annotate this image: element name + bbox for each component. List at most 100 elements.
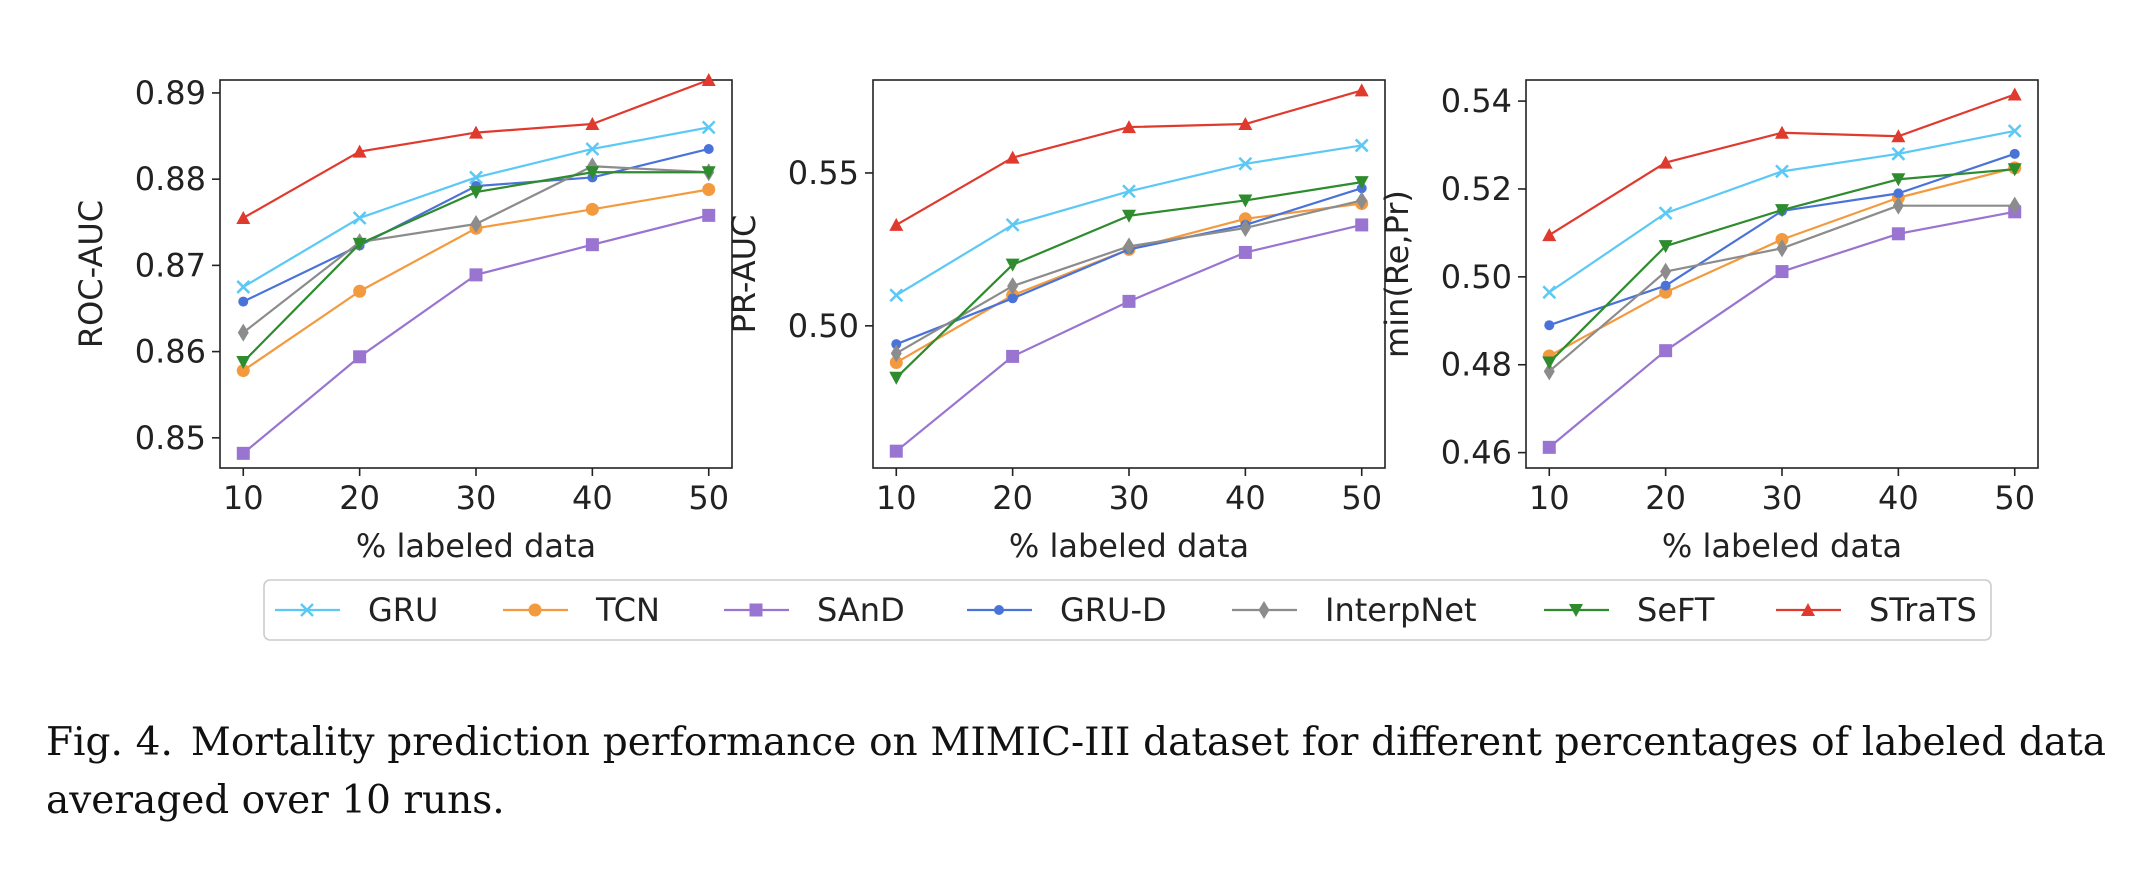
roc-auc-sand-point: [702, 208, 716, 222]
roc-auc-x-axis-label: % labeled data: [356, 527, 596, 565]
min-re-pr-x-axis-label: % labeled data: [1662, 527, 1902, 565]
legend-tcn-label: TCN: [595, 591, 660, 629]
roc-auc-sand-point: [469, 268, 483, 282]
pr-auc-y-tick-label: 0.55: [788, 154, 859, 192]
roc-auc-gru-point: [352, 211, 367, 225]
pr-auc-x-tick-label: 50: [1341, 479, 1382, 517]
pr-auc-series-tcn: [889, 197, 1369, 370]
min-re-pr-gru-d-point: [2009, 148, 2020, 159]
legend-entry-seft: SeFT: [1544, 591, 1715, 629]
roc-auc-series-strats: [236, 73, 716, 224]
roc-auc-gru-point: [585, 142, 600, 156]
roc-auc-tcn-point: [702, 183, 716, 197]
min-re-pr-gru-point: [1658, 206, 1673, 221]
pr-auc-strats-point: [889, 217, 904, 231]
roc-auc-strats-point: [469, 125, 483, 139]
pr-auc-x-tick-label: 30: [1109, 479, 1150, 517]
pr-auc-strats-line: [895, 89, 1363, 226]
pr-auc-interpnet-point: [890, 344, 902, 363]
min-re-pr-interpnet-point: [1892, 196, 1904, 215]
min-re-pr-y-tick-label: 0.46: [1441, 434, 1512, 472]
min-re-pr-tcn-line: [1548, 166, 2016, 357]
min-re-pr-series-interpnet: [1543, 196, 2021, 381]
min-re-pr-strats-point: [1658, 155, 1673, 169]
legend-strats-label: STraTS: [1869, 591, 1977, 629]
pr-auc-tcn-line: [895, 202, 1362, 364]
pr-auc-sand-point: [1006, 349, 1020, 363]
pr-auc-sand-point: [1355, 218, 1369, 232]
roc-auc-tcn-point: [353, 284, 367, 298]
min-re-pr-y-tick-label: 0.48: [1441, 346, 1512, 384]
legend-sand-label: SAnD: [817, 591, 905, 629]
min-re-pr-sand-point: [1775, 265, 1789, 279]
roc-auc-series-sand: [236, 208, 716, 460]
roc-auc-sand-line: [242, 214, 709, 455]
roc-auc-x-tick-label: 10: [223, 479, 264, 517]
pr-auc-interpnet-point: [1356, 191, 1368, 210]
pr-auc-seft-point: [889, 371, 904, 385]
pr-auc-seft-point: [1354, 176, 1369, 190]
pr-auc-sand-point: [889, 444, 903, 458]
min-re-pr-sand-point: [1542, 440, 1556, 454]
roc-auc-strats-point: [352, 144, 367, 158]
caption-number: Fig. 4.: [46, 720, 173, 765]
pr-auc-interpnet-line: [895, 199, 1362, 355]
legend-entry-gru-d: GRU-D: [967, 591, 1167, 629]
roc-auc-gru-point: [701, 120, 716, 135]
legend-strats-marker: [1801, 603, 1815, 616]
roc-auc-gru-point: [469, 170, 483, 185]
roc-auc-sand-point: [585, 238, 599, 252]
min-re-pr-x-tick-label: 10: [1529, 479, 1570, 517]
min-re-pr-y-tick-label: 0.50: [1441, 258, 1512, 296]
min-re-pr-strats-point: [2007, 87, 2022, 101]
pr-auc-seft-point: [1122, 209, 1136, 223]
pr-auc-gru-point: [1354, 138, 1369, 153]
pr-auc-x-tick-label: 40: [1225, 479, 1266, 517]
pr-auc-strats-point: [1354, 83, 1369, 97]
min-re-pr-sand-point: [1659, 344, 1673, 358]
min-re-pr-series-tcn: [1542, 161, 2022, 363]
min-re-pr-interpnet-line: [1548, 204, 2015, 373]
roc-auc-tcn-point: [236, 364, 250, 378]
min-re-pr-gru-point: [1775, 164, 1789, 179]
legend-seft-label: SeFT: [1637, 591, 1715, 629]
min-re-pr-series-gru: [1542, 124, 2022, 300]
roc-auc-x-tick-label: 40: [572, 479, 613, 517]
pr-auc-x-tick-label: 20: [992, 479, 1033, 517]
pr-auc-gru-point: [889, 288, 904, 303]
pr-auc-interpnet-point: [1123, 237, 1135, 256]
pr-auc-y-tick-label: 0.50: [788, 307, 859, 345]
roc-auc-strats-point: [701, 73, 716, 86]
figure-caption: Fig. 4. Mortality prediction performance …: [46, 714, 2106, 830]
legend-interpnet-marker: [1258, 601, 1270, 619]
pr-auc-strats-point: [1005, 150, 1020, 164]
roc-auc-y-tick-label: 0.88: [135, 160, 206, 198]
legend-entry-tcn: TCN: [503, 591, 660, 629]
min-re-pr-series-seft: [1542, 163, 2022, 370]
pr-auc-y-axis-label: PR-AUC: [725, 215, 763, 334]
roc-auc-gru-d-point: [703, 143, 714, 154]
pr-auc-seft-point: [1005, 258, 1020, 272]
min-re-pr-series-strats: [1542, 87, 2022, 242]
pr-auc-gru-point: [1238, 156, 1253, 171]
roc-auc-strats-point: [585, 116, 600, 130]
roc-auc-gru-line: [242, 126, 709, 288]
pr-auc-gru-point: [1005, 218, 1020, 232]
min-re-pr-x-tick-label: 50: [1994, 479, 2035, 517]
roc-auc-gru-d-point: [238, 296, 249, 307]
min-re-pr-strats-point: [1891, 129, 1906, 143]
pr-auc-sand-point: [1122, 294, 1136, 308]
pr-auc-plot-frame: [872, 79, 1386, 469]
min-re-pr-interpnet-point: [2009, 196, 2021, 215]
min-re-pr-gru-point: [1891, 146, 1906, 161]
roc-auc-y-tick-label: 0.85: [135, 419, 206, 457]
pr-auc-gru-d-point: [891, 339, 902, 350]
min-re-pr-gru-point: [1542, 285, 1557, 300]
roc-auc-y-axis-label: ROC-AUC: [72, 200, 110, 348]
legend-entry-gru: GRU: [275, 591, 438, 629]
min-re-pr-seft-point: [2007, 163, 2022, 177]
roc-auc-series-gru: [236, 120, 716, 294]
pr-auc-seft-point: [1238, 194, 1253, 208]
min-re-pr-sand-point: [1891, 227, 1905, 241]
legend-gru-label: GRU: [368, 591, 438, 629]
